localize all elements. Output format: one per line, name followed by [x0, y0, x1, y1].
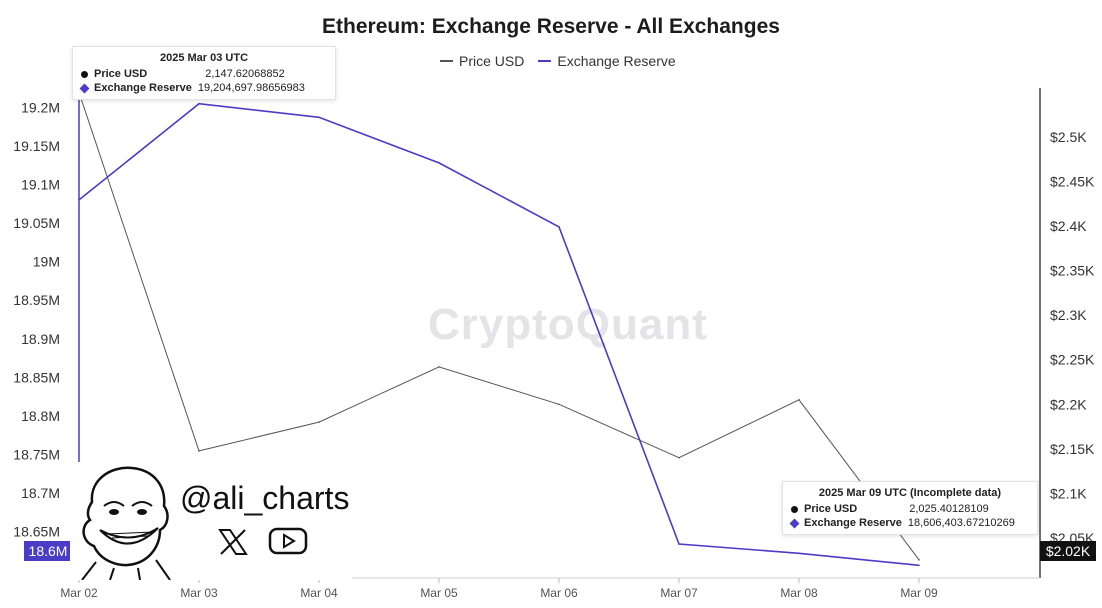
- price-usd-point: [558, 403, 560, 406]
- x-tick-label: Mar 04: [300, 586, 338, 600]
- left-tick-label: 18.7M: [21, 485, 60, 501]
- legend-swatch-reserve: [538, 60, 552, 62]
- right-tick-label: $2.2K: [1050, 396, 1087, 412]
- tooltip-mar03: 2025 Mar 03 UTC Price USD 2,147.62068852…: [72, 46, 336, 100]
- legend-swatch-price: [440, 60, 453, 62]
- exchange-reserve-point: [438, 162, 440, 164]
- x-tick-label: Mar 08: [780, 586, 818, 600]
- left-tick-label: 18.75M: [13, 447, 60, 463]
- exchange-reserve-point: [558, 226, 560, 228]
- left-tick-label: 19.1M: [21, 176, 60, 192]
- watermark: CryptoQuant: [428, 300, 708, 349]
- price-usd-point: [798, 399, 800, 401]
- x-logo-icon[interactable]: [218, 528, 248, 556]
- author-handle[interactable]: @ali_charts: [180, 480, 350, 516]
- youtube-play-icon[interactable]: [268, 526, 308, 556]
- tooltip-reserve-value: 18,606,403.67210269: [907, 517, 1015, 529]
- exchange-reserve-point: [798, 552, 800, 555]
- x-tick-label: Mar 02: [60, 586, 98, 600]
- left-axis: 19.2M 19.15M 19.1M 19.05M 19M 18.95M 18.9M 18.8…: [13, 88, 80, 578]
- left-tick-label: 18.65M: [13, 524, 60, 540]
- reserve-diamond-icon: [789, 518, 800, 528]
- price-usd-point: [918, 559, 920, 561]
- x-axis: Mar 02 Mar 03 Mar 04 Mar 05 Mar 06 Mar 07 Mar …: [60, 577, 1040, 600]
- legend-label-price: Price USD: [459, 53, 525, 69]
- x-tick-label: Mar 03: [180, 586, 218, 600]
- legend-item-reserve[interactable]: Exchange Reserve: [538, 53, 676, 69]
- exchange-reserve-point: [318, 116, 320, 119]
- right-tick-label: $2.3K: [1050, 307, 1087, 323]
- left-tick-label: 18.95M: [13, 292, 60, 308]
- left-tick-label: 19.2M: [21, 99, 60, 115]
- left-tick-label: 19M: [33, 254, 60, 270]
- tooltip-reserve-label: Exchange Reserve: [94, 82, 192, 94]
- tooltip-price-row: Price USD 2,147.62068852: [81, 68, 327, 80]
- right-tick-label: $2.25K: [1050, 352, 1095, 368]
- tooltip-reserve-row: Exchange Reserve 18,606,403.67210269: [789, 517, 1029, 529]
- tooltip-reserve-value: 19,204,697.98656983: [197, 82, 305, 94]
- x-tick-label: Mar 09: [900, 586, 938, 600]
- right-tick-label: $2.15K: [1050, 441, 1095, 457]
- reserve-diamond-icon: [79, 83, 90, 93]
- chart-legend: Price USD Exchange Reserve: [440, 53, 676, 69]
- exchange-reserve-line: [78, 102, 920, 567]
- tooltip-reserve-label: Exchange Reserve: [804, 517, 902, 529]
- left-tick-label: 18.9M: [21, 331, 60, 347]
- tooltip-price-value: 2,025.40128109: [909, 503, 989, 515]
- tooltip-mar09: 2025 Mar 09 UTC (Incomplete data) Price …: [782, 481, 1038, 535]
- legend-label-reserve: Exchange Reserve: [557, 53, 676, 69]
- exchange-reserve-point: [918, 564, 920, 567]
- left-axis-current-badge: 18.6M: [24, 541, 72, 561]
- price-usd-point: [438, 366, 440, 368]
- tooltip-price-value: 2,147.62068852: [205, 68, 285, 80]
- author-credit: @ali_charts: [70, 462, 352, 580]
- x-tick-label: Mar 07: [660, 586, 698, 600]
- price-dot-icon: [81, 70, 88, 78]
- right-tick-label: $2.1K: [1050, 485, 1087, 501]
- x-tick-label: Mar 06: [540, 586, 578, 600]
- exchange-reserve-point: [678, 543, 680, 545]
- right-tick-label: $2.4K: [1050, 218, 1087, 234]
- exchange-reserve-point: [78, 199, 80, 201]
- tooltip-reserve-row: Exchange Reserve 19,204,697.98656983: [79, 82, 327, 94]
- left-tick-label: 18.85M: [13, 369, 60, 385]
- price-usd-point: [198, 450, 200, 452]
- right-axis-current-badge: $2.02K: [1040, 541, 1096, 561]
- price-dot-icon: [791, 505, 798, 513]
- price-usd-point: [318, 421, 320, 423]
- trollface-avatar-icon: [81, 466, 171, 580]
- tooltip-price-row: Price USD 2,025.40128109: [791, 503, 1029, 515]
- right-tick-label: $2.5K: [1050, 129, 1087, 145]
- price-usd-point: [678, 456, 680, 459]
- tooltip-price-label: Price USD: [804, 503, 858, 515]
- left-tick-label: 19.05M: [13, 215, 60, 231]
- tooltip-date: 2025 Mar 03 UTC: [159, 52, 249, 64]
- left-tick-label: 18.8M: [21, 408, 60, 424]
- chart-title: Ethereum: Exchange Reserve - All Exchang…: [322, 15, 780, 38]
- tooltip-date: 2025 Mar 09 UTC (Incomplete data): [818, 487, 1002, 499]
- series-lines: [78, 91, 920, 567]
- legend-item-price[interactable]: Price USD: [440, 53, 524, 69]
- price-usd-line: [78, 92, 920, 561]
- x-tick-label: Mar 05: [420, 586, 458, 600]
- tooltip-price-label: Price USD: [94, 68, 148, 80]
- exchange-reserve-point: [198, 102, 200, 105]
- left-tick-label: 19.15M: [13, 138, 60, 154]
- right-axis: $2.5K $2.45K $2.4K $2.35K $2.3K $2.25K $2.2K $2…: [1039, 88, 1095, 578]
- right-tick-label: $2.45K: [1050, 174, 1095, 190]
- right-tick-label: $2.35K: [1050, 263, 1095, 279]
